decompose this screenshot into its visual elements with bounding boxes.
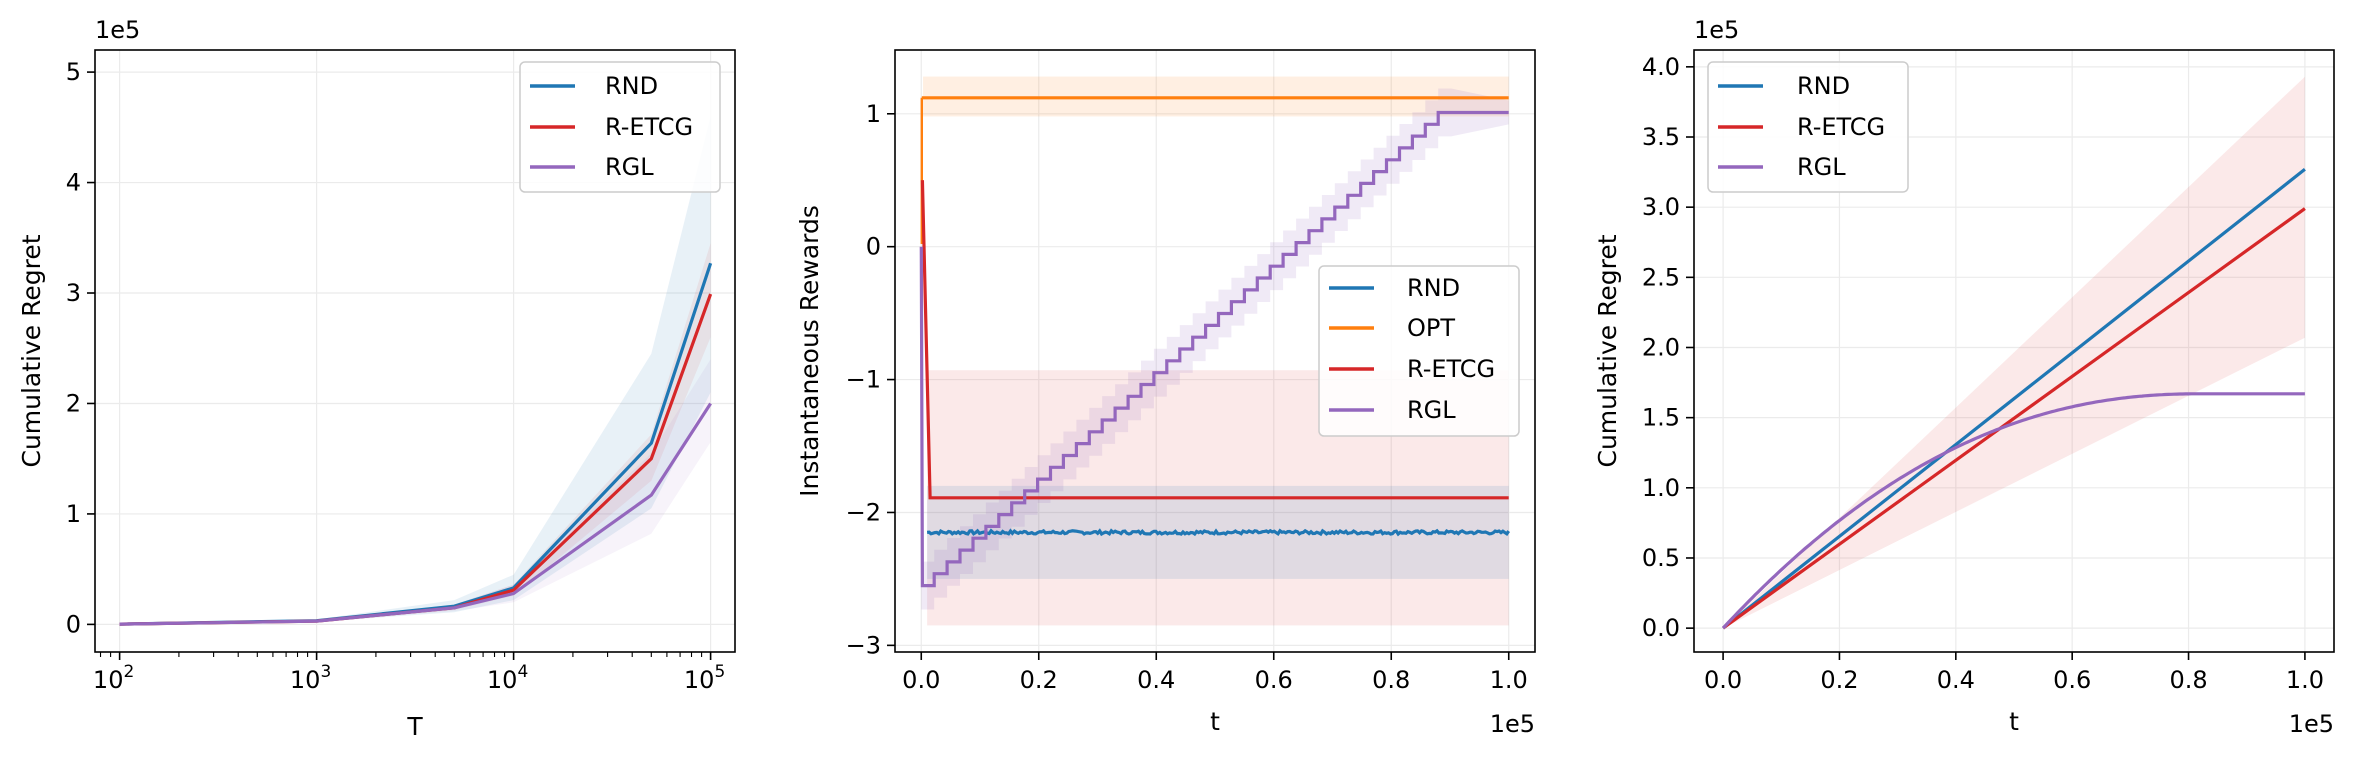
panel3-legend: RND R-ETCG RGL bbox=[1707, 61, 1909, 193]
panel2-ytick-label: −2 bbox=[846, 498, 881, 526]
panel2-ticks: −3 −2 −1 0 1 0.0 0.2 0.4 0.6 0.8 1.0 bbox=[846, 100, 1528, 694]
panel1-ytick-label: 5 bbox=[66, 58, 81, 86]
panel2-line-retcg bbox=[920, 180, 1509, 500]
panel1-legend: RND R-ETCG RGL bbox=[519, 61, 721, 193]
panel3-legend-frame bbox=[1707, 61, 1909, 193]
panel2-xtick-label: 0.2 bbox=[1020, 666, 1058, 694]
panel1-legend-frame bbox=[519, 61, 721, 193]
panel3-ytick-label: 0.0 bbox=[1642, 614, 1680, 642]
panel1-ytick-label: 0 bbox=[66, 610, 81, 638]
panel3-x-offset-text: 1e5 bbox=[2289, 710, 2334, 738]
panel2-xtick-label: 0.8 bbox=[1372, 666, 1410, 694]
panel3-xtick-label: 0.8 bbox=[2169, 666, 2207, 694]
panel1-ytick-label: 4 bbox=[66, 169, 81, 197]
panel3-ytick-label: 3.5 bbox=[1642, 123, 1680, 151]
panel1-x-axis-label: T bbox=[406, 712, 423, 741]
panel1-y-offset-text: 1e5 bbox=[95, 16, 140, 44]
panel1-lines bbox=[119, 262, 713, 626]
panel2-xtick-label: 0.4 bbox=[1137, 666, 1175, 694]
panel3-ytick-label: 1.0 bbox=[1642, 474, 1680, 502]
panel2-frame bbox=[894, 49, 1536, 653]
panel3-y-axis-label: Cumulative Regret bbox=[1593, 234, 1622, 467]
panel1-ytick-label: 2 bbox=[66, 389, 81, 417]
panel1-band-rnd bbox=[119, 116, 711, 625]
panel2-xtick-label: 0.6 bbox=[1255, 666, 1293, 694]
panel3-legend-label-rnd: RND bbox=[1797, 72, 1850, 100]
panel2-legend-label-retcg: R-ETCG bbox=[1407, 355, 1495, 383]
panel2-line-rgl bbox=[919, 110, 1509, 588]
panel3-xtick-label: 1.0 bbox=[2286, 666, 2324, 694]
panel2-legend-label-rgl: RGL bbox=[1407, 396, 1456, 424]
panel3-band-retcg bbox=[1723, 76, 2305, 629]
panel2-legend: RND OPT R-ETCG RGL bbox=[1318, 265, 1520, 437]
panel3-ytick-label: 3.0 bbox=[1642, 193, 1680, 221]
panel1-ytick-label: 3 bbox=[66, 279, 81, 307]
panel2-band-rgl bbox=[921, 88, 1509, 610]
panel3-line-retcg bbox=[1722, 207, 2306, 630]
panel1-line-rgl bbox=[119, 402, 712, 626]
panel3-ytick-label: 1.5 bbox=[1642, 404, 1680, 432]
panel3-line-rnd bbox=[1722, 168, 2306, 630]
panel3-legend-label-retcg: R-ETCG bbox=[1797, 113, 1885, 141]
panel3-bands bbox=[1723, 76, 2305, 629]
panel3-y-offset-text: 1e5 bbox=[1694, 16, 1739, 44]
panel2-x-offset-text: 1e5 bbox=[1490, 710, 1535, 738]
panel2-y-axis-label: Instantaneous Rewards bbox=[795, 205, 824, 497]
panel2-lines bbox=[919, 96, 1511, 588]
panel3-line-rgl bbox=[1721, 392, 2305, 630]
panel3-x-axis-label: t bbox=[2009, 707, 2019, 736]
panel3-xtick-label: 0.0 bbox=[1704, 666, 1742, 694]
panel3-ytick-label: 0.5 bbox=[1642, 544, 1680, 572]
panel3-frame bbox=[1693, 49, 2335, 653]
panel2-legend-label-rnd: RND bbox=[1407, 274, 1460, 302]
panel1-frame bbox=[94, 49, 736, 653]
panel3-xtick-label: 0.4 bbox=[1937, 666, 1975, 694]
panel3-xtick-label: 0.6 bbox=[2053, 666, 2091, 694]
panel2-ytick-label: 0 bbox=[866, 233, 881, 261]
panel-regret-vs-time: 0.0 0.5 1.0 1.5 2.0 2.5 3.0 3.5 4.0 0.0 0.2 0.4 0.6 0… bbox=[1593, 16, 2335, 738]
panel2-legend-label-opt: OPT bbox=[1407, 314, 1455, 342]
panel-instantaneous-rewards: −3 −2 −1 0 1 0.0 0.2 0.4 0.6 0.8 1.0 1e5 t Instant… bbox=[795, 49, 1536, 738]
panel2-line-rnd bbox=[926, 528, 1511, 537]
panel2-x-axis-label: t bbox=[1210, 707, 1220, 736]
panel3-legend-label-rgl: RGL bbox=[1797, 153, 1846, 181]
panel1-legend-label-retcg: R-ETCG bbox=[605, 113, 693, 141]
panel3-xtick-label: 0.2 bbox=[1820, 666, 1858, 694]
panel2-ytick-label: −1 bbox=[846, 366, 881, 394]
panel3-ytick-label: 2.5 bbox=[1642, 263, 1680, 291]
panel1-y-axis-label: Cumulative Regret bbox=[17, 234, 46, 467]
panel2-xtick-label: 1.0 bbox=[1490, 666, 1528, 694]
panel3-ticks: 0.0 0.5 1.0 1.5 2.0 2.5 3.0 3.5 4.0 0.0 0.2 0.4 0.6 0… bbox=[1642, 53, 2324, 694]
panel2-legend-frame bbox=[1318, 265, 1520, 437]
panel1-ytick-label: 1 bbox=[66, 500, 81, 528]
panel2-ytick-label: −3 bbox=[846, 631, 881, 659]
panel2-ytick-label: 1 bbox=[866, 100, 881, 128]
panel1-legend-label-rnd: RND bbox=[605, 72, 658, 100]
panel3-ytick-label: 4.0 bbox=[1642, 53, 1680, 81]
panel3-ytick-label: 2.0 bbox=[1642, 333, 1680, 361]
panel1-grid bbox=[95, 50, 735, 652]
panel3-lines bbox=[1721, 168, 2306, 630]
panel1-legend-label-rgl: RGL bbox=[605, 153, 654, 181]
panel2-xtick-label: 0.0 bbox=[902, 666, 940, 694]
